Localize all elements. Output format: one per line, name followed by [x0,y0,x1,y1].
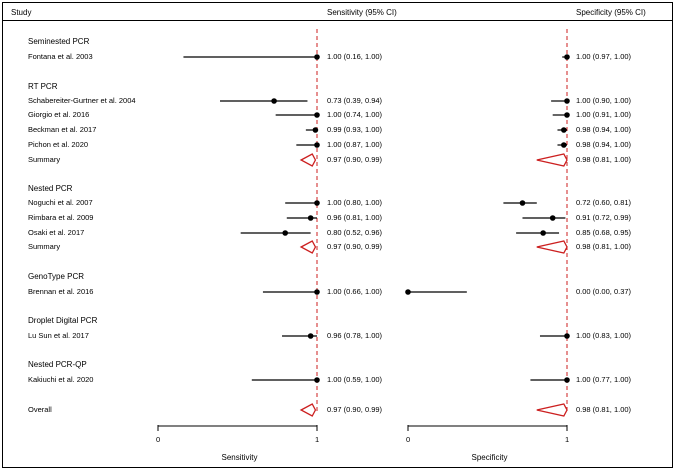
spec-point-estimate [519,200,526,206]
spec-ci-text: 1.00 (0.77, 1.00) [576,375,632,384]
spec-ci-text: 0.98 (0.94, 1.00) [576,125,632,134]
spec-ci-text: 1.00 (0.90, 1.00) [576,96,632,105]
sens-ci-text: 0.97 (0.90, 0.99) [327,155,383,164]
specificity-axis-label: Specificity [471,453,508,462]
sens-ci-text: 0.96 (0.78, 1.00) [327,331,383,340]
group-label: Seminested PCR [28,37,90,46]
specificity-tick-label: 0 [406,435,411,444]
study-label: Osaki et al. 2017 [28,228,85,237]
spec-ci-text: 0.72 (0.60, 0.81) [576,198,632,207]
sensitivity-tick-label: 1 [315,435,320,444]
study-label: Schabereiter-Gurtner et al. 2004 [28,96,136,105]
specificity-column-header: Specificity (95% CI) [576,8,646,17]
sens-summary-diamond [299,403,317,417]
spec-ci-text: 0.98 (0.81, 1.00) [576,155,632,164]
spec-point-estimate [564,377,570,383]
sens-point-estimate [314,54,320,60]
spec-ci-text: 0.91 (0.72, 0.99) [576,213,632,222]
sens-point-estimate [314,377,320,383]
study-label: Brennan et al. 2016 [28,287,94,296]
sens-point-estimate [312,127,319,133]
group-label: GenoType PCR [28,272,85,281]
spec-point-estimate [405,289,411,295]
sens-ci-text: 1.00 (0.80, 1.00) [327,198,383,207]
summary-label: Summary [28,155,61,164]
sens-ci-text: 0.80 (0.52, 0.96) [327,228,383,237]
spec-point-estimate [564,98,570,104]
spec-point-estimate [561,127,567,133]
sensitivity-column-header: Sensitivity (95% CI) [327,8,397,17]
sens-ci-text: 1.00 (0.87, 1.00) [327,140,383,149]
summary-label: Overall [28,405,52,414]
sens-ci-text: 0.73 (0.39, 0.94) [327,96,383,105]
spec-ci-text: 1.00 (0.91, 1.00) [576,110,632,119]
sens-ci-text: 1.00 (0.59, 1.00) [327,375,383,384]
group-label: Nested PCR-QP [28,360,87,369]
sens-point-estimate [314,112,320,118]
spec-ci-text: 0.85 (0.68, 0.95) [576,228,632,237]
sens-ci-text: 0.97 (0.90, 0.99) [327,405,383,414]
study-label: Giorgio et al. 2016 [28,110,90,119]
study-label: Noguchi et al. 2007 [28,198,93,207]
specificity-tick-label: 1 [565,435,570,444]
group-label: Nested PCR [28,184,73,193]
sens-point-estimate [271,98,277,104]
sens-point-estimate [307,215,314,221]
spec-point-estimate [561,142,567,148]
spec-point-estimate [540,230,546,236]
spec-point-estimate [564,333,570,339]
sens-summary-diamond [299,153,317,167]
group-label: Droplet Digital PCR [28,316,98,325]
study-column-header: Study [11,8,32,17]
study-label: Rimbara et al. 2009 [28,213,94,222]
spec-ci-text: 0.00 (0.00, 0.37) [576,287,632,296]
spec-ci-text: 1.00 (0.83, 1.00) [576,331,632,340]
spec-summary-diamond [536,153,568,167]
sensitivity-tick-label: 0 [156,435,161,444]
group-label: RT PCR [28,82,58,91]
spec-ci-text: 0.98 (0.81, 1.00) [576,405,632,414]
sensitivity-axis-label: Sensitivity [221,453,258,462]
spec-point-estimate [549,215,556,221]
sens-point-estimate [314,142,320,148]
header-rule [2,20,673,21]
summary-label: Summary [28,242,61,251]
spec-ci-text: 0.98 (0.94, 1.00) [576,140,632,149]
spec-point-estimate [564,112,570,118]
study-label: Beckman et al. 2017 [28,125,97,134]
study-label: Pichon et al. 2020 [28,140,89,149]
sens-point-estimate [307,333,314,339]
study-label: Fontana et al. 2003 [28,52,93,61]
sens-ci-text: 1.00 (0.16, 1.00) [327,52,383,61]
sens-ci-text: 1.00 (0.74, 1.00) [327,110,383,119]
spec-ci-text: 0.98 (0.81, 1.00) [576,242,632,251]
sens-point-estimate [314,289,320,295]
study-label: Lu Sun et al. 2017 [28,331,89,340]
spec-point-estimate [564,54,570,60]
sens-point-estimate [282,230,289,236]
sens-point-estimate [314,200,320,206]
sens-summary-diamond [299,240,317,254]
sens-ci-text: 1.00 (0.66, 1.00) [327,287,383,296]
sens-ci-text: 0.99 (0.93, 1.00) [327,125,383,134]
spec-summary-diamond [536,403,568,417]
sens-ci-text: 0.96 (0.81, 1.00) [327,213,383,222]
spec-ci-text: 1.00 (0.97, 1.00) [576,52,632,61]
spec-summary-diamond [536,240,568,254]
sens-ci-text: 0.97 (0.90, 0.99) [327,242,383,251]
study-label: Kakiuchi et al. 2020 [28,375,94,384]
